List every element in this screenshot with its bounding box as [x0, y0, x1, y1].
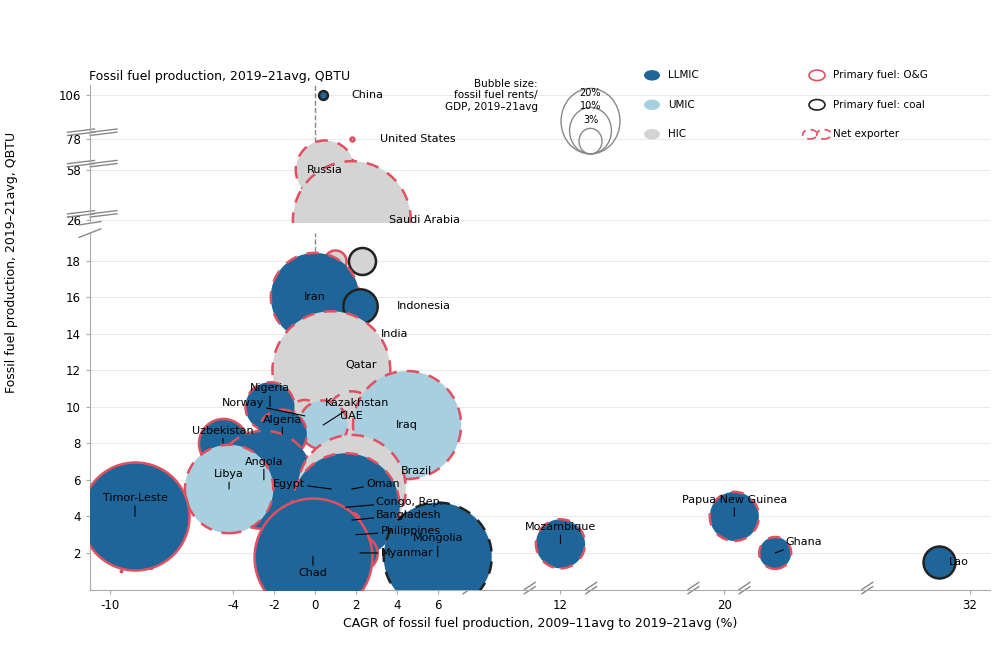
Point [327, 255, 343, 266]
Point [344, 411, 360, 421]
Text: Kazakhstan: Kazakhstan [323, 398, 390, 425]
Point [315, 89, 331, 100]
Point [430, 552, 446, 562]
Text: Oman: Oman [352, 479, 400, 489]
Point [113, 566, 129, 576]
Text: Norway: Norway [221, 398, 305, 416]
Point [323, 484, 339, 495]
Text: Iraq: Iraq [396, 420, 418, 430]
Text: Libya: Libya [214, 470, 244, 489]
Point [344, 133, 360, 143]
Text: Brazil: Brazil [401, 466, 432, 476]
Point [354, 255, 370, 266]
Point [399, 420, 415, 430]
Point [344, 484, 360, 495]
Point [352, 548, 368, 558]
Point [344, 515, 360, 525]
Text: Myanmar: Myanmar [360, 548, 433, 558]
Text: Australia: Australia [0, 654, 1, 655]
Text: Angola: Angola [245, 457, 283, 480]
Text: Papua New Guinea: Papua New Guinea [682, 495, 787, 516]
Text: Nigeria: Nigeria [250, 383, 290, 407]
Text: Canada: Canada [0, 654, 1, 655]
Text: Bangladesh: Bangladesh [352, 510, 442, 520]
Text: United States: United States [380, 134, 456, 143]
Text: Bubble size:
fossil fuel rents/
GDP, 2019–21avg: Bubble size: fossil fuel rents/ GDP, 201… [445, 79, 538, 112]
Text: Russia: Russia [307, 165, 343, 175]
Text: Mozambique: Mozambique [525, 523, 596, 544]
Text: Uzbekistan: Uzbekistan [192, 426, 254, 443]
Text: Fossil fuel production, 2019–21avg, QBTU: Fossil fuel production, 2019–21avg, QBTU [5, 132, 19, 392]
Point [344, 328, 360, 339]
Text: 20%: 20% [580, 88, 601, 98]
Text: Chad: Chad [299, 557, 327, 578]
Text: India: India [380, 329, 408, 339]
Text: Ghana: Ghana [775, 537, 822, 553]
Point [317, 164, 333, 175]
Point [352, 301, 368, 312]
Point [221, 484, 237, 495]
Point [767, 548, 783, 558]
X-axis label: CAGR of fossil fuel production, 2009–11avg to 2019–21avg (%): CAGR of fossil fuel production, 2009–11a… [343, 617, 737, 630]
Point [372, 466, 388, 476]
Text: Congo, Rep.: Congo, Rep. [346, 496, 444, 507]
Text: Fossil fuel production, 2019–21avg, QBTU: Fossil fuel production, 2019–21avg, QBTU [89, 69, 350, 83]
Point [297, 411, 313, 421]
Text: Saudi Arabia: Saudi Arabia [389, 215, 460, 225]
Text: Philippines: Philippines [356, 526, 441, 536]
Point [215, 438, 231, 449]
Text: UMIC: UMIC [668, 100, 695, 110]
Point [338, 502, 354, 512]
Point [348, 529, 364, 540]
Point [307, 292, 323, 303]
Text: HIC: HIC [668, 129, 686, 140]
Text: Net exporter: Net exporter [833, 129, 899, 140]
Text: LLMIC: LLMIC [668, 70, 699, 81]
Point [274, 429, 290, 440]
Text: 3%: 3% [583, 115, 598, 124]
Point [315, 420, 331, 430]
Point [323, 365, 339, 375]
Text: China: China [352, 90, 384, 100]
Text: Timor-Leste: Timor-Leste [103, 493, 167, 516]
Point [262, 402, 278, 412]
Text: Lao: Lao [949, 557, 969, 567]
Point [143, 563, 159, 573]
Text: Qatar: Qatar [346, 360, 377, 369]
Point [127, 511, 143, 521]
Text: Indonesia: Indonesia [397, 301, 451, 311]
Point [931, 557, 947, 567]
Text: Primary fuel: coal: Primary fuel: coal [833, 100, 925, 110]
Point [552, 538, 568, 549]
Text: Mongolia: Mongolia [412, 533, 463, 557]
Point [726, 511, 742, 521]
Text: Algeria: Algeria [263, 415, 302, 434]
Text: UAE: UAE [340, 411, 363, 421]
Text: 10%: 10% [580, 102, 601, 111]
Point [344, 215, 360, 225]
Text: Egypt: Egypt [273, 479, 331, 489]
Point [256, 475, 272, 485]
Text: Primary fuel: O&G: Primary fuel: O&G [833, 70, 928, 81]
Text: Iran: Iran [304, 292, 326, 302]
Point [305, 552, 321, 562]
